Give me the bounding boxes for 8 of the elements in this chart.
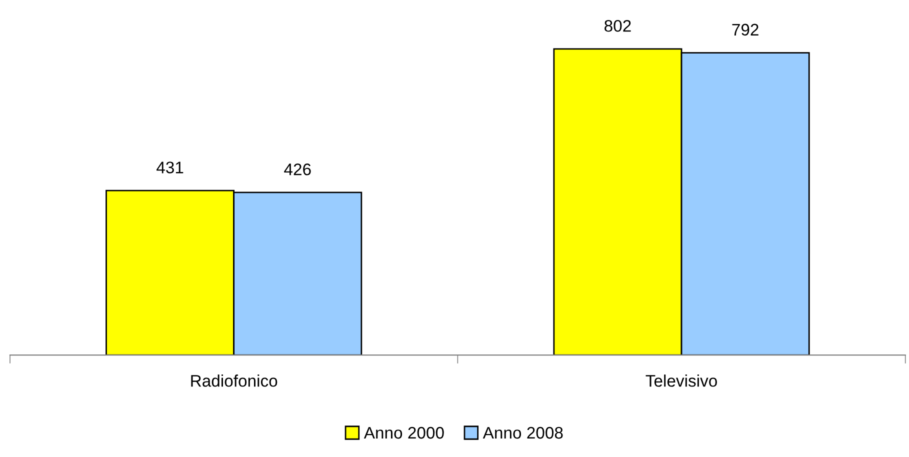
data-label: 802: [604, 20, 631, 32]
data-label: 431: [156, 162, 184, 174]
x-tick-label: Televisivo: [646, 374, 717, 387]
data-label: 426: [284, 164, 311, 176]
x-tick-label: Radiofonico: [191, 374, 278, 387]
data-label: 792: [732, 24, 758, 36]
legend-label: Anno 2008: [482, 426, 563, 439]
legend-label: Anno 2000: [364, 426, 444, 439]
